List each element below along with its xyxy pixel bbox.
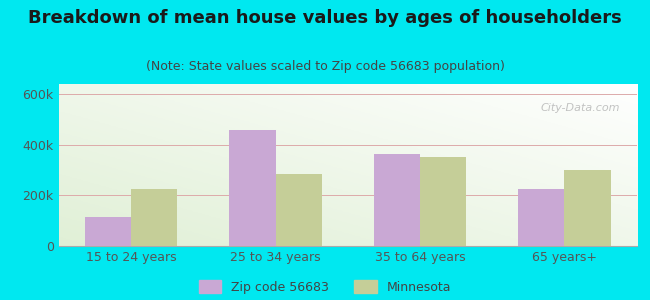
Bar	[564, 170, 611, 246]
Bar	[131, 189, 177, 246]
Text: Breakdown of mean house values by ages of householders: Breakdown of mean house values by ages o…	[28, 9, 622, 27]
Bar	[374, 154, 420, 246]
Bar	[420, 158, 466, 246]
Text: (Note: State values scaled to Zip code 56683 population): (Note: State values scaled to Zip code 5…	[146, 60, 504, 73]
Text: City-Data.com: City-Data.com	[540, 103, 619, 113]
Legend: Zip code 56683, Minnesota: Zip code 56683, Minnesota	[199, 280, 451, 294]
Bar	[276, 174, 322, 246]
Bar	[84, 217, 131, 246]
Bar	[518, 189, 564, 246]
Bar	[229, 130, 276, 246]
